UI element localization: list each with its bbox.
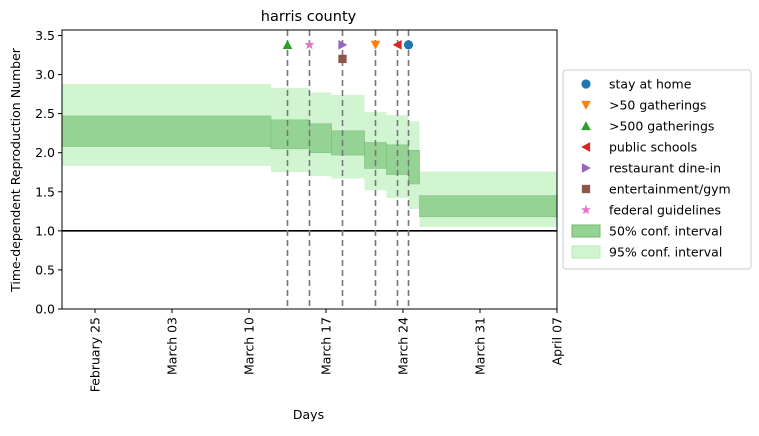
- chart-title: harris county: [261, 9, 357, 25]
- legend-marker: [581, 121, 591, 131]
- intervention-marker: [282, 40, 293, 49]
- legend-label: restaurant dine-in: [609, 161, 721, 176]
- band-segment: [331, 130, 365, 156]
- band-segment: [270, 119, 310, 150]
- intervention-marker: [304, 39, 315, 50]
- legend-item: >50 gatherings: [581, 98, 706, 113]
- plot-frame: [61, 29, 558, 310]
- x-tick-label: March 10: [242, 317, 257, 375]
- legend-item: stay at home: [581, 77, 692, 92]
- legend-marker: [571, 245, 601, 259]
- x-tick-label: March 17: [319, 317, 334, 375]
- legend-label: entertainment/gym: [609, 182, 731, 197]
- legend-item: federal guidelines: [580, 203, 721, 218]
- y-axis-title: Time-dependent Reproduction Number: [8, 47, 23, 293]
- legend-marker: [581, 142, 591, 152]
- legend-label: 95% conf. interval: [609, 245, 722, 260]
- intervention-marker: [338, 40, 348, 50]
- x-tick-label: March 03: [165, 317, 180, 375]
- y-tick-label: 1.0: [35, 223, 55, 238]
- legend-label: public schools: [609, 140, 697, 155]
- legend-marker: [581, 163, 591, 173]
- legend-label: >500 gatherings: [609, 119, 714, 134]
- y-tick-label: 3.5: [35, 28, 55, 43]
- legend-marker: [571, 224, 601, 238]
- legend-item: entertainment/gym: [581, 182, 731, 197]
- x-tick-label: March 24: [396, 317, 411, 375]
- x-tick-label: March 31: [473, 317, 488, 375]
- intervention-markers: [282, 39, 414, 64]
- y-axis: 0.0 0.5 1.0 1.5 2.0 2.5 3.0 3.5: [35, 28, 62, 317]
- x-axis-title: Days: [293, 407, 324, 422]
- y-tick-label: 3.0: [35, 67, 55, 82]
- legend-item: public schools: [581, 140, 697, 155]
- x-tick-label: April 07: [550, 317, 565, 365]
- x-tick-label: February 25: [88, 317, 103, 392]
- intervention-lines: [286, 30, 410, 309]
- legend: stay at home >50 gatherings >500 gathering…: [562, 69, 752, 270]
- legend-label: >50 gatherings: [609, 98, 706, 113]
- legend-item: 95% conf. interval: [571, 245, 722, 260]
- x-axis: February 25 March 03 March 10 March 17 March…: [88, 309, 565, 392]
- legend-box: [562, 69, 752, 270]
- intervention-marker: [403, 40, 414, 50]
- legend-marker: [581, 184, 591, 194]
- y-tick-label: 0.5: [35, 262, 55, 277]
- legend-marker: [581, 79, 591, 89]
- band-segment: [408, 150, 420, 185]
- legend-marker: [580, 204, 592, 215]
- legend-label: federal guidelines: [609, 203, 721, 218]
- intervention-marker: [392, 40, 402, 50]
- y-tick-label: 1.5: [35, 184, 55, 199]
- y-tick-label: 2.5: [35, 106, 55, 121]
- band-segment: [419, 195, 558, 218]
- legend-item: >500 gatherings: [581, 119, 714, 134]
- legend-label: stay at home: [609, 77, 692, 92]
- y-tick-label: 0.0: [35, 302, 55, 317]
- legend-item: restaurant dine-in: [581, 161, 721, 176]
- band-50: [61, 115, 558, 218]
- legend-item: 50% conf. interval: [571, 224, 722, 239]
- intervention-marker: [338, 54, 347, 64]
- legend-marker: [581, 100, 591, 110]
- legend-label: 50% conf. interval: [609, 224, 722, 239]
- band-segment: [309, 123, 332, 153]
- y-tick-label: 2.0: [35, 145, 55, 160]
- intervention-marker: [370, 40, 381, 50]
- band-segment: [61, 115, 272, 147]
- confidence-bands: [61, 83, 558, 227]
